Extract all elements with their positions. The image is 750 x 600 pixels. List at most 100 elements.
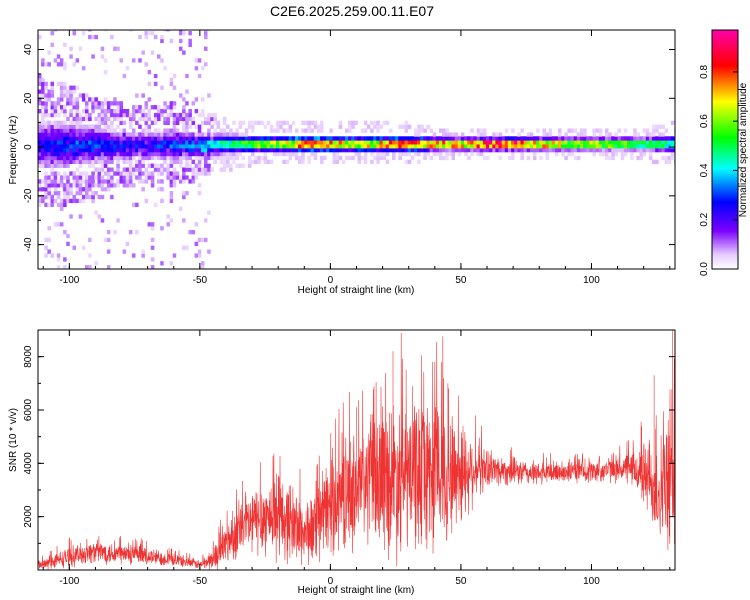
heatmap-cell [373, 140, 377, 145]
heatmap-cell [200, 112, 205, 118]
heatmap-cell [81, 116, 86, 122]
heatmap-cell [241, 132, 246, 137]
heatmap-cell [247, 159, 252, 164]
heatmap-cell [47, 249, 51, 254]
heatmap-cell [53, 120, 58, 125]
heatmap-cell [81, 171, 86, 176]
heatmap-cell [636, 140, 640, 145]
heatmap-cell [197, 132, 202, 137]
heatmap-cell [313, 151, 318, 157]
heatmap-cell [163, 132, 167, 137]
heatmap-cell [504, 148, 509, 153]
heatmap-cell [169, 218, 174, 223]
heatmap-cell [144, 128, 149, 133]
heatmap-cell [169, 155, 174, 161]
heatmap-cell [398, 151, 402, 157]
heatmap-cell [185, 191, 189, 196]
heatmap-cell [357, 159, 362, 164]
heatmap-cell [47, 93, 51, 98]
heatmap-cell [670, 144, 675, 149]
colorbar-label: Normalized spectral amplitude [738, 82, 749, 217]
heatmap-cell [116, 140, 120, 145]
heatmap-cell [216, 148, 221, 153]
heatmap-cell [56, 257, 61, 262]
heatmap-cell [44, 132, 48, 137]
heatmap-cell [185, 175, 189, 180]
heatmap-cell [50, 101, 55, 106]
heatmap-cell [360, 148, 365, 153]
heatmap-cell [630, 136, 634, 141]
heatmap-cell [360, 128, 365, 133]
heatmap-cell [150, 226, 155, 231]
heatmap-cell [47, 163, 51, 168]
heatmap-cell [326, 148, 330, 153]
heatmap-cell [282, 159, 286, 164]
heatmap-cell [467, 144, 471, 149]
heatmap-cell [163, 105, 167, 110]
heatmap-cell [44, 194, 48, 200]
heatmap-cell [56, 97, 61, 102]
heatmap-cell [63, 112, 67, 118]
heatmap-cell [97, 155, 102, 161]
heatmap-cell [66, 132, 70, 137]
heatmap-cell [241, 144, 246, 149]
heatmap-cell [204, 155, 208, 161]
heatmap-cell [75, 124, 80, 129]
heatmap-cell [254, 159, 258, 164]
heatmap-cell [88, 155, 92, 161]
heatmap-cell [100, 159, 105, 164]
heatmap-cell [357, 144, 362, 149]
heatmap-cell [56, 128, 61, 133]
heatmap-cell [244, 132, 249, 137]
heatmap-cell [44, 136, 48, 141]
heatmap-cell [235, 148, 239, 153]
heatmap-cell [125, 241, 130, 246]
heatmap-cell [91, 136, 95, 141]
heatmap-cell [194, 241, 199, 246]
heatmap-cell [166, 151, 170, 157]
heatmap-cell [138, 167, 142, 172]
heatmap-cell [75, 187, 80, 192]
heatmap-cell [194, 148, 199, 153]
heatmap-cell [520, 140, 524, 145]
heatmap-cell [664, 140, 669, 145]
heatmap-cell [69, 159, 73, 164]
heatmap-cell [125, 151, 130, 157]
heatmap-cell [291, 120, 296, 125]
heatmap-cell [570, 151, 575, 157]
heatmap-cell [78, 116, 83, 122]
heatmap-cell [44, 93, 48, 98]
heatmap-cell [78, 179, 83, 184]
heatmap-cell [185, 73, 189, 79]
heatmap-cell [106, 171, 111, 176]
heatmap-cell [498, 144, 503, 149]
heatmap-cell [185, 120, 189, 125]
heatmap-cell [420, 124, 424, 129]
heatmap-cell [310, 128, 315, 133]
heatmap-cell [667, 155, 672, 161]
heatmap-cell [110, 159, 114, 164]
heatmap-cell [69, 187, 73, 192]
heatmap-cell [620, 144, 625, 149]
heatmap-cell [44, 175, 48, 180]
heatmap-cell [219, 148, 224, 153]
heatmap-cell [592, 148, 597, 153]
heatmap-cell [194, 66, 199, 71]
heatmap-cell [229, 140, 233, 145]
heatmap-cell [169, 112, 174, 118]
heatmap-cell [144, 140, 149, 145]
heatmap-cell [103, 132, 108, 137]
heatmap-cell [658, 136, 662, 141]
heatmap-cell [141, 179, 145, 184]
heatmap-cell [636, 144, 640, 149]
heatmap-cell [172, 140, 177, 145]
x-tick-label: -100 [59, 576, 79, 587]
heatmap-cell [103, 120, 108, 125]
heatmap-cell [160, 155, 164, 161]
heatmap-cell [473, 144, 478, 149]
heatmap-cell [144, 62, 149, 67]
heatmap-cell [598, 128, 603, 133]
heatmap-cell [91, 105, 95, 110]
heatmap-cell [144, 132, 149, 137]
heatmap-cell [160, 187, 164, 192]
